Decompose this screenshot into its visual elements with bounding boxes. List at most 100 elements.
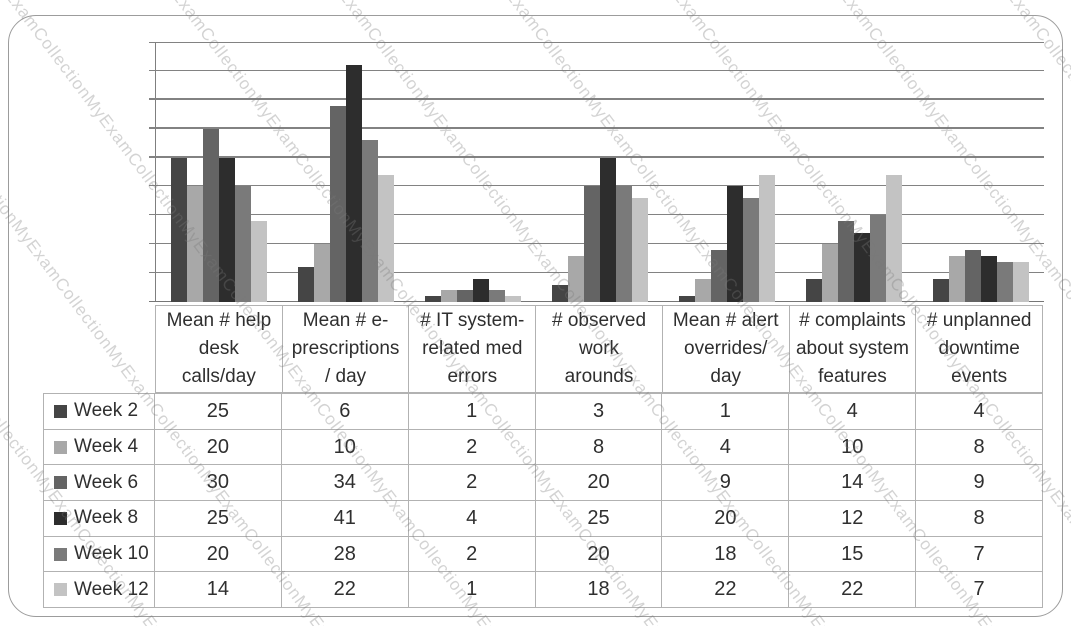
bar	[346, 65, 363, 302]
bar	[694, 278, 711, 302]
gridline	[149, 42, 1044, 44]
bar	[1012, 261, 1029, 302]
table-cell: 10	[788, 429, 915, 465]
gridline	[149, 156, 1044, 158]
table-cell: 30	[154, 465, 281, 501]
bar	[171, 157, 188, 302]
bar	[551, 284, 568, 302]
table-cell: 28	[280, 536, 408, 572]
column-header: # unplanned downtime events	[915, 306, 1042, 392]
table-cell: 4	[788, 394, 915, 429]
bar	[996, 261, 1013, 302]
table-cell: 20	[154, 536, 281, 572]
gridline	[149, 98, 1044, 100]
table-cell: 18	[661, 536, 788, 572]
table-cell: 41	[280, 501, 408, 536]
bar	[837, 221, 854, 302]
column-header: # complaints about system features	[788, 306, 916, 392]
bar	[314, 244, 331, 302]
bar-group	[790, 42, 917, 302]
table-cell: 18	[534, 572, 662, 608]
legend-swatch-icon	[54, 583, 67, 597]
legend-cell: Week 2	[44, 394, 154, 429]
bar	[441, 290, 458, 302]
table-cell: 20	[534, 465, 662, 501]
table-cell: 1	[407, 394, 535, 429]
bar	[726, 186, 743, 302]
bar	[362, 140, 379, 302]
bar-group	[156, 42, 283, 302]
table-cell: 7	[915, 572, 1042, 608]
bar-group	[663, 42, 790, 302]
legend-label: Week 4	[74, 436, 139, 457]
table-cell: 2	[407, 536, 535, 572]
table-cell: 20	[154, 429, 281, 465]
bar	[219, 157, 236, 302]
bar	[599, 157, 616, 302]
table-cell: 1	[407, 572, 535, 608]
column-header: Mean # e- prescriptions / day	[281, 306, 409, 392]
table-cell: 4	[915, 394, 1042, 429]
column-header: # IT system- related med errors	[408, 306, 535, 392]
bar-group	[410, 42, 537, 302]
column-header: Mean # help desk calls/day	[166, 310, 272, 387]
bar	[853, 232, 870, 302]
bar	[869, 215, 886, 302]
table-body: Week 2 25 6 1 3 1 4 4 Week 4 20 10 2 8 4 10 8 Week 6 30 34…	[43, 393, 1043, 608]
table-cell: 25	[154, 501, 281, 536]
bar	[251, 221, 268, 302]
legend-swatch-icon	[54, 547, 67, 561]
bar	[948, 255, 965, 302]
gridline	[149, 185, 1044, 187]
table-row: Week 12 14 22 1 18 22 22 7	[44, 571, 1042, 608]
legend-label: Week 12	[74, 578, 149, 600]
bar	[885, 174, 902, 302]
bar	[980, 255, 997, 302]
table-row: Week 10 20 28 2 20 18 15 7	[44, 535, 1042, 572]
bar	[567, 255, 584, 302]
table-cell: 9	[915, 465, 1042, 501]
table-cell: 12	[788, 501, 915, 536]
chart-frame-border	[8, 15, 1063, 617]
legend-swatch-icon	[54, 511, 67, 525]
bar	[330, 105, 347, 302]
table-cell: 14	[154, 572, 281, 608]
column-header: Mean # alert overrides/ day	[661, 306, 789, 392]
bar	[203, 128, 220, 302]
legend-label: Week 8	[74, 507, 139, 529]
table-cell: 9	[661, 465, 788, 501]
legend-swatch-icon	[54, 476, 67, 490]
table-cell: 8	[915, 429, 1042, 465]
table-cell: 3	[534, 394, 662, 429]
table-cell: 20	[534, 536, 662, 572]
bar	[758, 174, 775, 302]
table-cell: 6	[280, 394, 408, 429]
legend-cell: Week 10	[44, 537, 154, 572]
legend-swatch-icon	[54, 404, 67, 418]
bar-group	[917, 42, 1044, 302]
legend-label: Week 10	[74, 543, 149, 565]
bar	[489, 290, 506, 302]
table-cell: 7	[915, 536, 1042, 572]
plot-area	[149, 42, 1044, 302]
legend-label: Week 2	[74, 400, 139, 422]
table-cell: 1	[661, 394, 788, 429]
bar	[298, 267, 315, 302]
bar	[583, 186, 600, 302]
table-cell: 25	[154, 394, 281, 429]
table-row: Week 2 25 6 1 3 1 4 4	[44, 394, 1042, 429]
bar	[964, 250, 981, 302]
legend-cell: Week 12	[44, 572, 154, 607]
table-cell: 4	[661, 429, 788, 465]
table-row: Week 4 20 10 2 8 4 10 8	[44, 428, 1042, 465]
legend-label: Week 6	[74, 471, 139, 493]
legend-cell: Week 8	[44, 501, 154, 536]
table-cell: 22	[788, 572, 915, 608]
table-cell: 8	[534, 429, 662, 465]
bar	[235, 186, 252, 302]
table-cell: 2	[407, 465, 535, 501]
bar	[505, 296, 522, 302]
table-cell: 14	[788, 465, 915, 501]
legend-cell: Week 4	[44, 430, 154, 465]
bar	[378, 174, 395, 302]
